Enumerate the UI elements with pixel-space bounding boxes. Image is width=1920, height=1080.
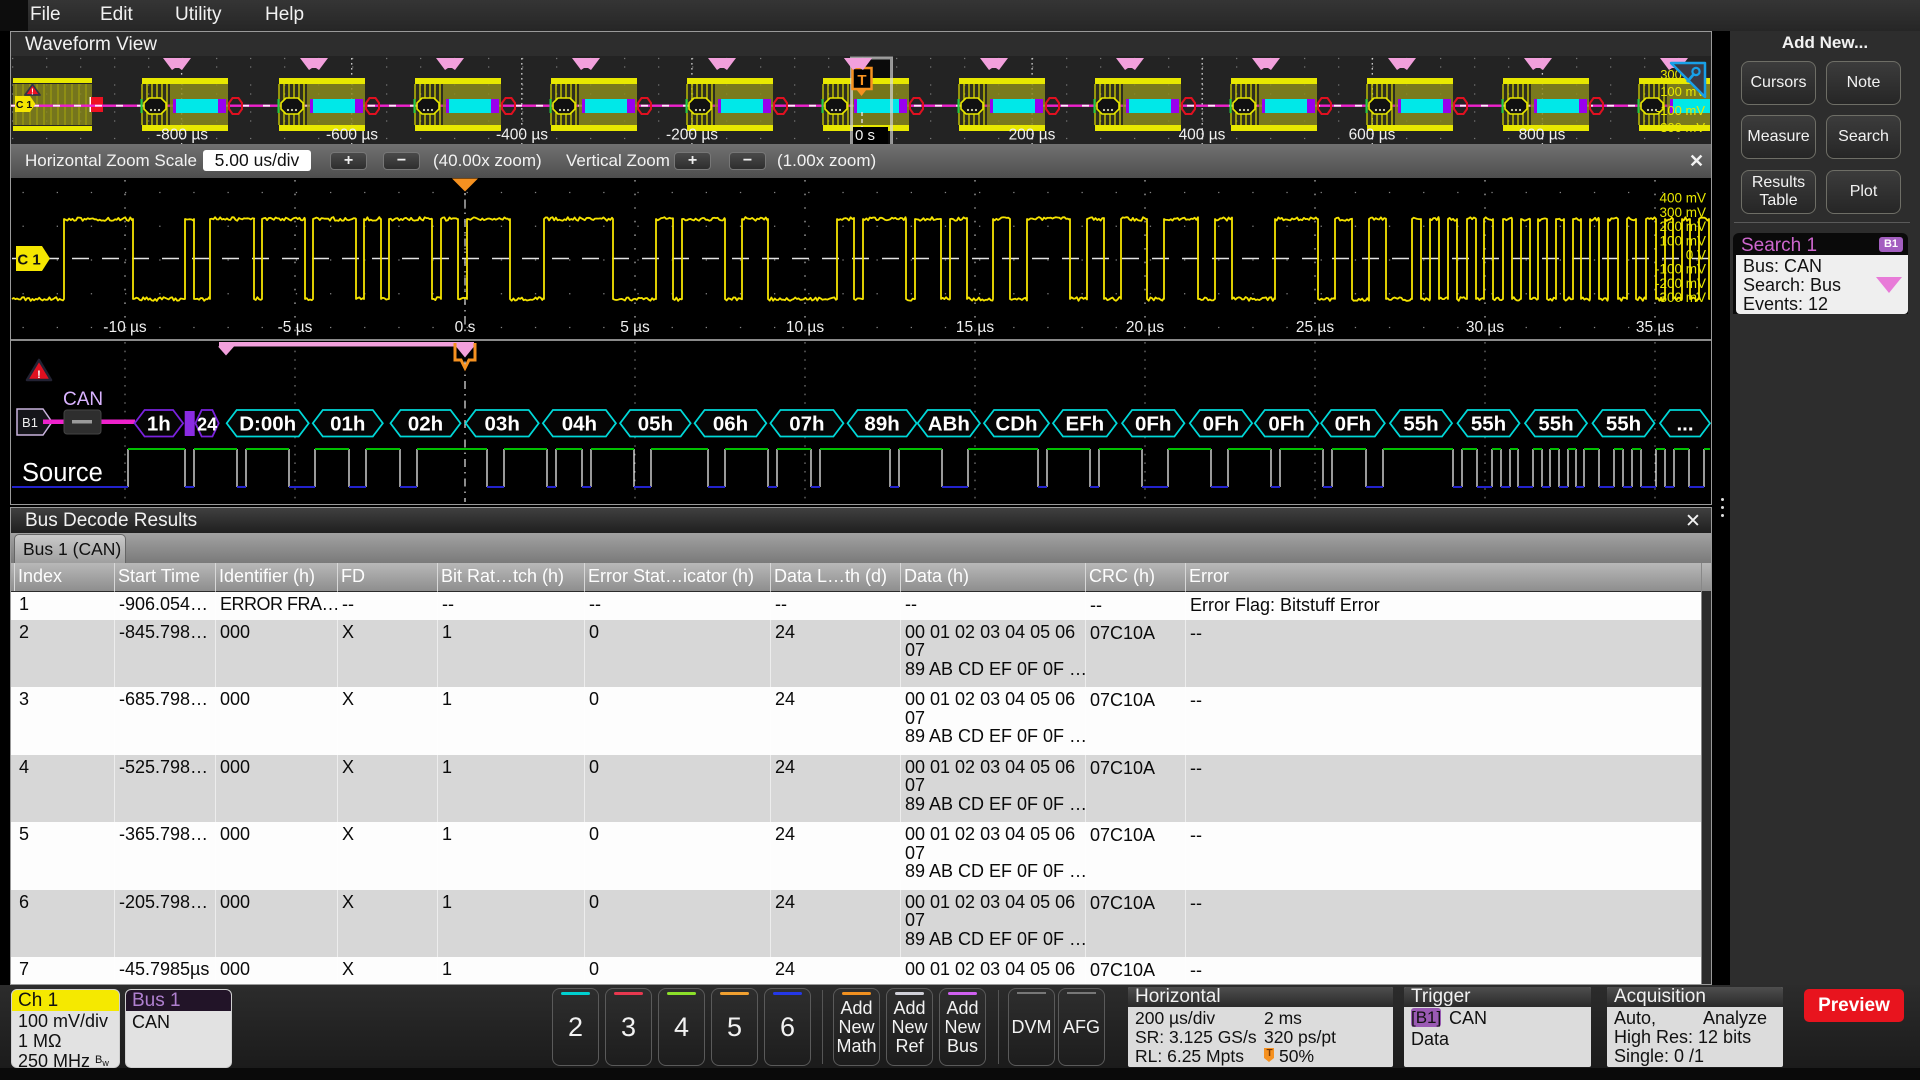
svg-text:30 µs: 30 µs	[1466, 319, 1504, 336]
svg-text:B1: B1	[22, 415, 38, 430]
svg-text:55h: 55h	[1538, 413, 1573, 436]
svg-text:-600 µs: -600 µs	[326, 127, 378, 144]
svg-text:Source: Source	[22, 459, 103, 487]
svg-text:CAN: CAN	[63, 389, 103, 410]
svg-text:01h: 01h	[330, 413, 365, 436]
svg-text:55h: 55h	[1471, 413, 1506, 436]
svg-text:35 µs: 35 µs	[1636, 319, 1674, 336]
svg-text:-200 µs: -200 µs	[666, 127, 718, 144]
svg-text:D:00h: D:00h	[239, 413, 296, 436]
svg-text:0Fh: 0Fh	[1335, 413, 1371, 436]
svg-text:15 µs: 15 µs	[956, 319, 994, 336]
svg-text:-5 µs: -5 µs	[278, 319, 313, 336]
svg-text:05h: 05h	[638, 413, 673, 436]
svg-text:-100 mV: -100 mV	[1656, 103, 1705, 118]
svg-text:ABh: ABh	[928, 413, 970, 436]
svg-text:5 µs: 5 µs	[620, 319, 650, 336]
svg-text:25 µs: 25 µs	[1296, 319, 1334, 336]
svg-text:03h: 03h	[485, 413, 520, 436]
svg-text:06h: 06h	[713, 413, 748, 436]
svg-text:400 µs: 400 µs	[1179, 127, 1226, 144]
svg-text:89h: 89h	[864, 413, 899, 436]
svg-text:EFh: EFh	[1065, 413, 1104, 436]
svg-text:10 µs: 10 µs	[786, 319, 824, 336]
svg-text:04h: 04h	[562, 413, 597, 436]
svg-text:...: ...	[1676, 413, 1693, 436]
svg-text:200 µs: 200 µs	[1009, 127, 1056, 144]
svg-text:07h: 07h	[789, 413, 824, 436]
svg-text:400 mV: 400 mV	[1659, 191, 1706, 206]
svg-text:100 mV: 100 mV	[1659, 233, 1706, 248]
svg-text:55h: 55h	[1606, 413, 1641, 436]
svg-text:55h: 55h	[1403, 413, 1438, 436]
svg-text:-800 µs: -800 µs	[156, 127, 208, 144]
svg-text:0Fh: 0Fh	[1135, 413, 1171, 436]
svg-text:0 s: 0 s	[855, 127, 875, 144]
svg-text:!: !	[37, 369, 41, 381]
svg-text:0 V: 0 V	[1686, 248, 1706, 263]
svg-text:C 1: C 1	[16, 99, 33, 111]
svg-text:CDh: CDh	[995, 413, 1037, 436]
svg-text:600 µs: 600 µs	[1349, 127, 1396, 144]
svg-text:20 µs: 20 µs	[1126, 319, 1164, 336]
svg-text:200 mV: 200 mV	[1659, 219, 1706, 234]
svg-text:C 1: C 1	[17, 252, 40, 269]
svg-text:-100 mV: -100 mV	[1655, 262, 1706, 277]
svg-text:-200 mV: -200 mV	[1655, 276, 1706, 291]
svg-text:-300 mV: -300 mV	[1655, 290, 1706, 305]
svg-text:T: T	[857, 72, 866, 89]
svg-text:02h: 02h	[408, 413, 443, 436]
svg-text:300 mV: 300 mV	[1659, 205, 1706, 220]
svg-text:!: !	[31, 88, 34, 97]
svg-text:-10 µs: -10 µs	[103, 319, 147, 336]
svg-text:24: 24	[197, 415, 217, 435]
svg-text:-400 µs: -400 µs	[496, 127, 548, 144]
svg-text:-300 mV: -300 mV	[1656, 120, 1705, 135]
svg-text:800 µs: 800 µs	[1519, 127, 1566, 144]
svg-text:0Fh: 0Fh	[1268, 413, 1304, 436]
svg-text:0Fh: 0Fh	[1203, 413, 1239, 436]
svg-text:0 s: 0 s	[455, 319, 476, 336]
svg-text:1h: 1h	[147, 413, 171, 436]
